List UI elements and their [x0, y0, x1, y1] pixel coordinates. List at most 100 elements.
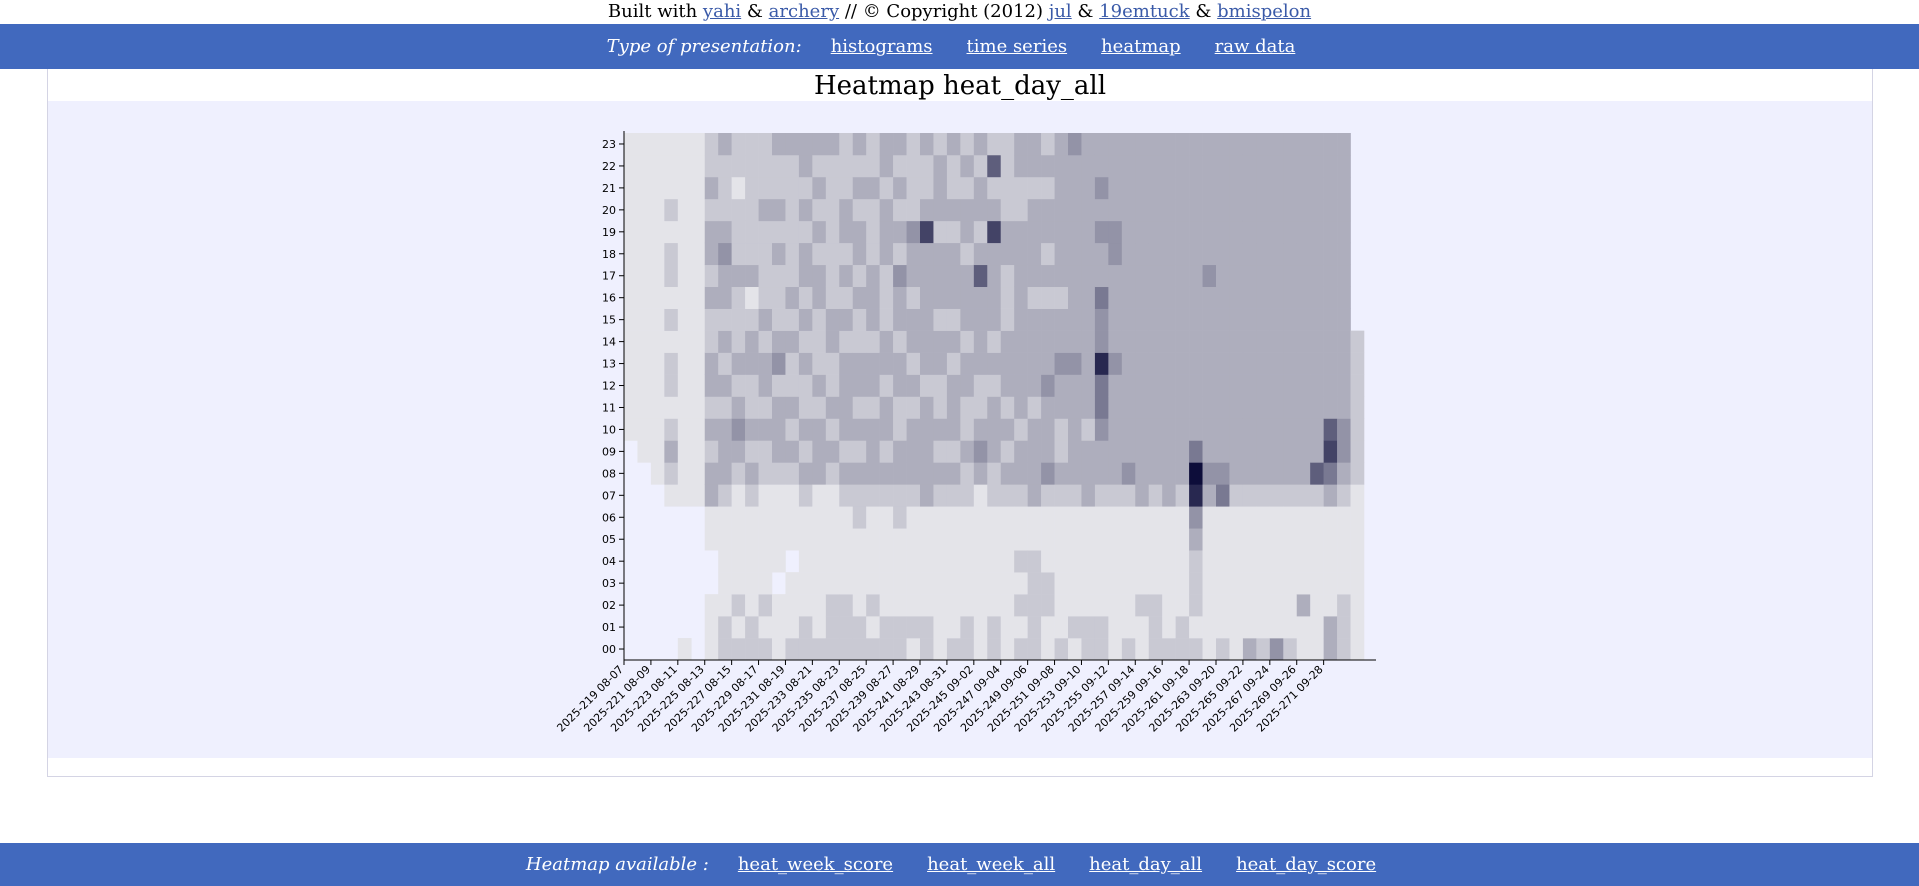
heatmap-cell [987, 462, 1002, 485]
heatmap-cell [650, 220, 665, 244]
credits-author-bmispelon[interactable]: bmispelon [1217, 1, 1312, 22]
heatmap-cell [731, 616, 746, 639]
heatmap-cell [1162, 220, 1176, 244]
heatmap-cell [1162, 616, 1176, 639]
heatmap-cell [1027, 616, 1042, 639]
heatmap-cell [1108, 133, 1123, 156]
heatmap-cell [960, 352, 975, 375]
heatmap-cell [1041, 638, 1055, 661]
heatmap-cell [664, 242, 679, 266]
heatmap-cell [1337, 220, 1351, 244]
heatmap-cell [772, 616, 786, 639]
heatmap-cell [1256, 528, 1271, 551]
heatmap-cell [1108, 154, 1123, 178]
heatmap-link-week-score[interactable]: heat_week_score [737, 854, 894, 875]
heatmap-nav: Heatmap available : heat_week_score heat… [0, 843, 1919, 886]
heatmap-cell [852, 506, 867, 529]
heatmap-cell [1310, 418, 1324, 441]
heatmap-cell [785, 440, 800, 463]
heatmap-cell [758, 374, 773, 397]
heatmap-cell [1121, 220, 1136, 244]
heatmap-link-week-all[interactable]: heat_week_all [927, 854, 1056, 875]
heatmap-cell [637, 308, 652, 331]
heatmap-cell [879, 462, 894, 485]
nav-link-raw-data[interactable]: raw data [1214, 36, 1296, 57]
heatmap-cell [785, 176, 800, 200]
heatmap-cell [825, 374, 840, 397]
heatmap-cell [758, 550, 773, 573]
heatmap-cell [1229, 418, 1244, 441]
heatmap-cell [704, 440, 719, 463]
credits-author-19emtuck[interactable]: 19emtuck [1099, 1, 1190, 22]
heatmap-cell [691, 286, 706, 309]
heatmap-cell [906, 154, 921, 178]
heatmap-cell [973, 133, 988, 156]
heatmap-cell [825, 638, 840, 661]
y-tick-label: 08 [602, 467, 616, 480]
heatmap-cell [1068, 176, 1082, 200]
heatmap-cell [906, 176, 921, 200]
heatmap-cell [1121, 242, 1136, 266]
heatmap-cell [1283, 506, 1298, 529]
heatmap-cell [906, 396, 921, 419]
heatmap-cell [664, 220, 679, 244]
heatmap-cell [637, 286, 652, 309]
heatmap-cell [745, 616, 759, 639]
heatmap-cell [852, 330, 867, 353]
heatmap-cell [1108, 418, 1123, 441]
heatmap-cell [1256, 198, 1271, 222]
heatmap-cell [893, 220, 907, 244]
heatmap-cell [1027, 242, 1042, 266]
heatmap-cell [1014, 198, 1028, 222]
nav-link-histograms[interactable]: histograms [830, 36, 933, 57]
heatmap-cell [1162, 484, 1176, 507]
heatmap-cell [624, 242, 638, 266]
heatmap-cell [691, 242, 706, 266]
nav-link-time-series[interactable]: time series [966, 36, 1068, 57]
heatmap-cell [1081, 264, 1096, 288]
heatmap-cell [1041, 506, 1055, 529]
heatmap-cell [1014, 638, 1028, 661]
heatmap-cell [973, 396, 988, 419]
heatmap-cell [1148, 484, 1163, 507]
heatmap-cell [745, 506, 759, 529]
heatmap-cell [1014, 352, 1028, 375]
heatmap-cell [1283, 154, 1298, 178]
heatmap-cell [664, 286, 679, 309]
heatmap-cell [1000, 352, 1015, 375]
heatmap-cell [1229, 242, 1244, 266]
heatmap-cell [1296, 220, 1311, 244]
heatmap-cell [731, 308, 746, 331]
heatmap-cell [1027, 286, 1042, 309]
heatmap-cell [1202, 462, 1217, 485]
heatmap-cell [960, 308, 975, 331]
heatmap-cell [1068, 638, 1082, 661]
y-tick-label: 22 [602, 160, 616, 173]
heatmap-cell [1041, 528, 1055, 551]
heatmap-cell [1310, 638, 1324, 661]
heatmap-cell [973, 462, 988, 485]
heatmap-cell [1000, 528, 1015, 551]
heatmap-cell [1216, 154, 1230, 178]
heatmap-cell [1054, 352, 1069, 375]
heatmap-cell [772, 462, 786, 485]
heatmap-cell [1337, 616, 1351, 639]
heatmap-cell [1068, 242, 1082, 266]
heatmap-cell [718, 176, 732, 200]
heatmap-cell [798, 176, 813, 200]
heatmap-cell [893, 264, 907, 288]
heatmap-cell [785, 330, 800, 353]
heatmap-link-day-score[interactable]: heat_day_score [1236, 854, 1377, 875]
heatmap-cell [1000, 418, 1015, 441]
credits-link-yahi[interactable]: yahi [702, 1, 742, 22]
heatmap-cell [1162, 352, 1176, 375]
credits-link-archery[interactable]: archery [768, 1, 840, 22]
credits-author-jul[interactable]: jul [1048, 1, 1072, 22]
heatmap-cell [1094, 572, 1109, 595]
heatmap-link-day-all[interactable]: heat_day_all [1089, 854, 1203, 875]
heatmap-cell [718, 418, 732, 441]
heatmap-cell [1283, 484, 1298, 507]
nav-link-heatmap[interactable]: heatmap [1101, 36, 1181, 57]
heatmap-cell [866, 374, 880, 397]
heatmap-cell [879, 286, 894, 309]
